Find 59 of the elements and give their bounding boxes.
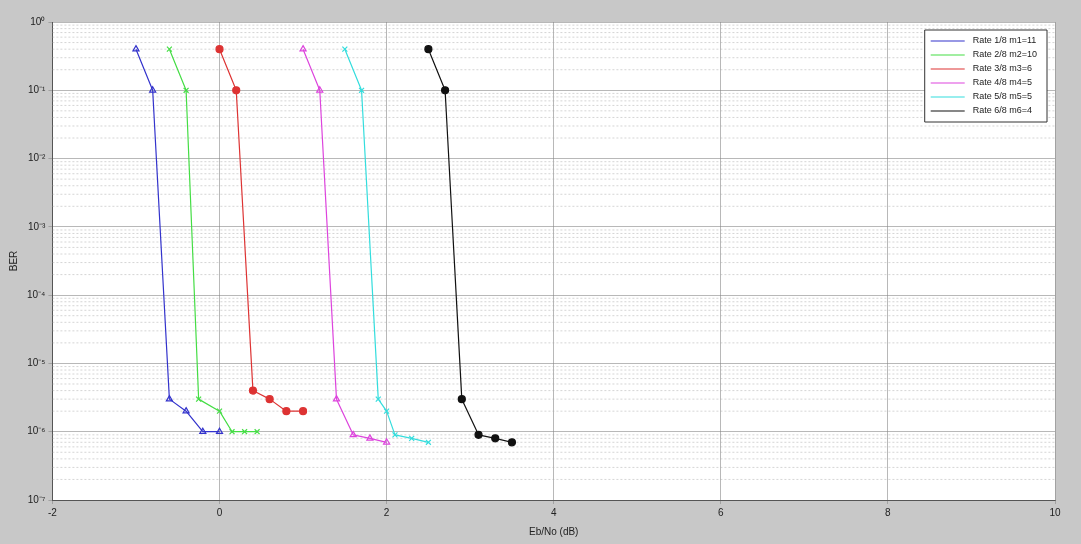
point [199,427,207,435]
point [316,86,324,93]
y-axis-title: BER [7,250,19,272]
y-tick-label: 10⁻² [27,152,47,164]
point [382,438,391,445]
y-tick-label: 10⁻⁶ [27,425,46,437]
y-tick-label: 10⁻⁵ [27,357,46,369]
point [491,434,500,443]
point [232,86,241,95]
point [424,45,433,54]
point [215,45,224,54]
point [165,395,174,402]
point [215,427,224,435]
x-tick-label: 2 [383,506,390,518]
x-axis-title: Eb/No (dB) [528,525,579,537]
x-tick-label: 4 [550,506,557,518]
point [228,428,236,435]
point [182,407,190,414]
y-tick-label: 10⁻⁴ [27,288,46,300]
point [474,430,483,439]
point [248,386,258,395]
x-tick-label: -2 [47,506,58,518]
y-tick-label: 10⁻⁷ [27,493,46,505]
point [183,87,190,94]
point [457,395,466,404]
point [391,431,399,438]
legend-label: Rate 2/8 m2=10 [972,49,1037,60]
point [149,86,157,93]
x-tick-label: 0 [216,506,223,518]
point [366,434,374,441]
point [349,430,357,438]
point [332,395,341,402]
y-tick-label: 10⁰ [30,15,46,27]
point [383,408,390,415]
legend-label: Rate 4/8 m4=5 [972,77,1032,88]
point [254,428,261,435]
point [132,45,140,52]
point [265,395,274,404]
legend-label: Rate 1/8 m1=11 [972,35,1037,46]
point [166,46,173,53]
legend-label: Rate 6/8 m6=4 [972,105,1032,116]
point [441,86,450,95]
point [358,87,365,94]
x-tick-label: 10 [1049,506,1061,518]
y-tick-label: 10⁻³ [27,220,47,232]
point [216,408,223,415]
y-tick-label: 10⁻¹ [27,84,47,96]
point [241,428,248,435]
point [195,396,202,403]
point [282,407,291,416]
legend-label: Rate 5/8 m5=5 [972,91,1032,102]
legend-label: Rate 3/8 m3=6 [972,63,1032,74]
point [425,439,432,446]
point [375,396,382,403]
x-tick-label: 6 [718,506,725,518]
x-tick-label: 8 [885,506,892,518]
point [298,407,308,416]
point [299,45,307,52]
point [507,438,517,447]
